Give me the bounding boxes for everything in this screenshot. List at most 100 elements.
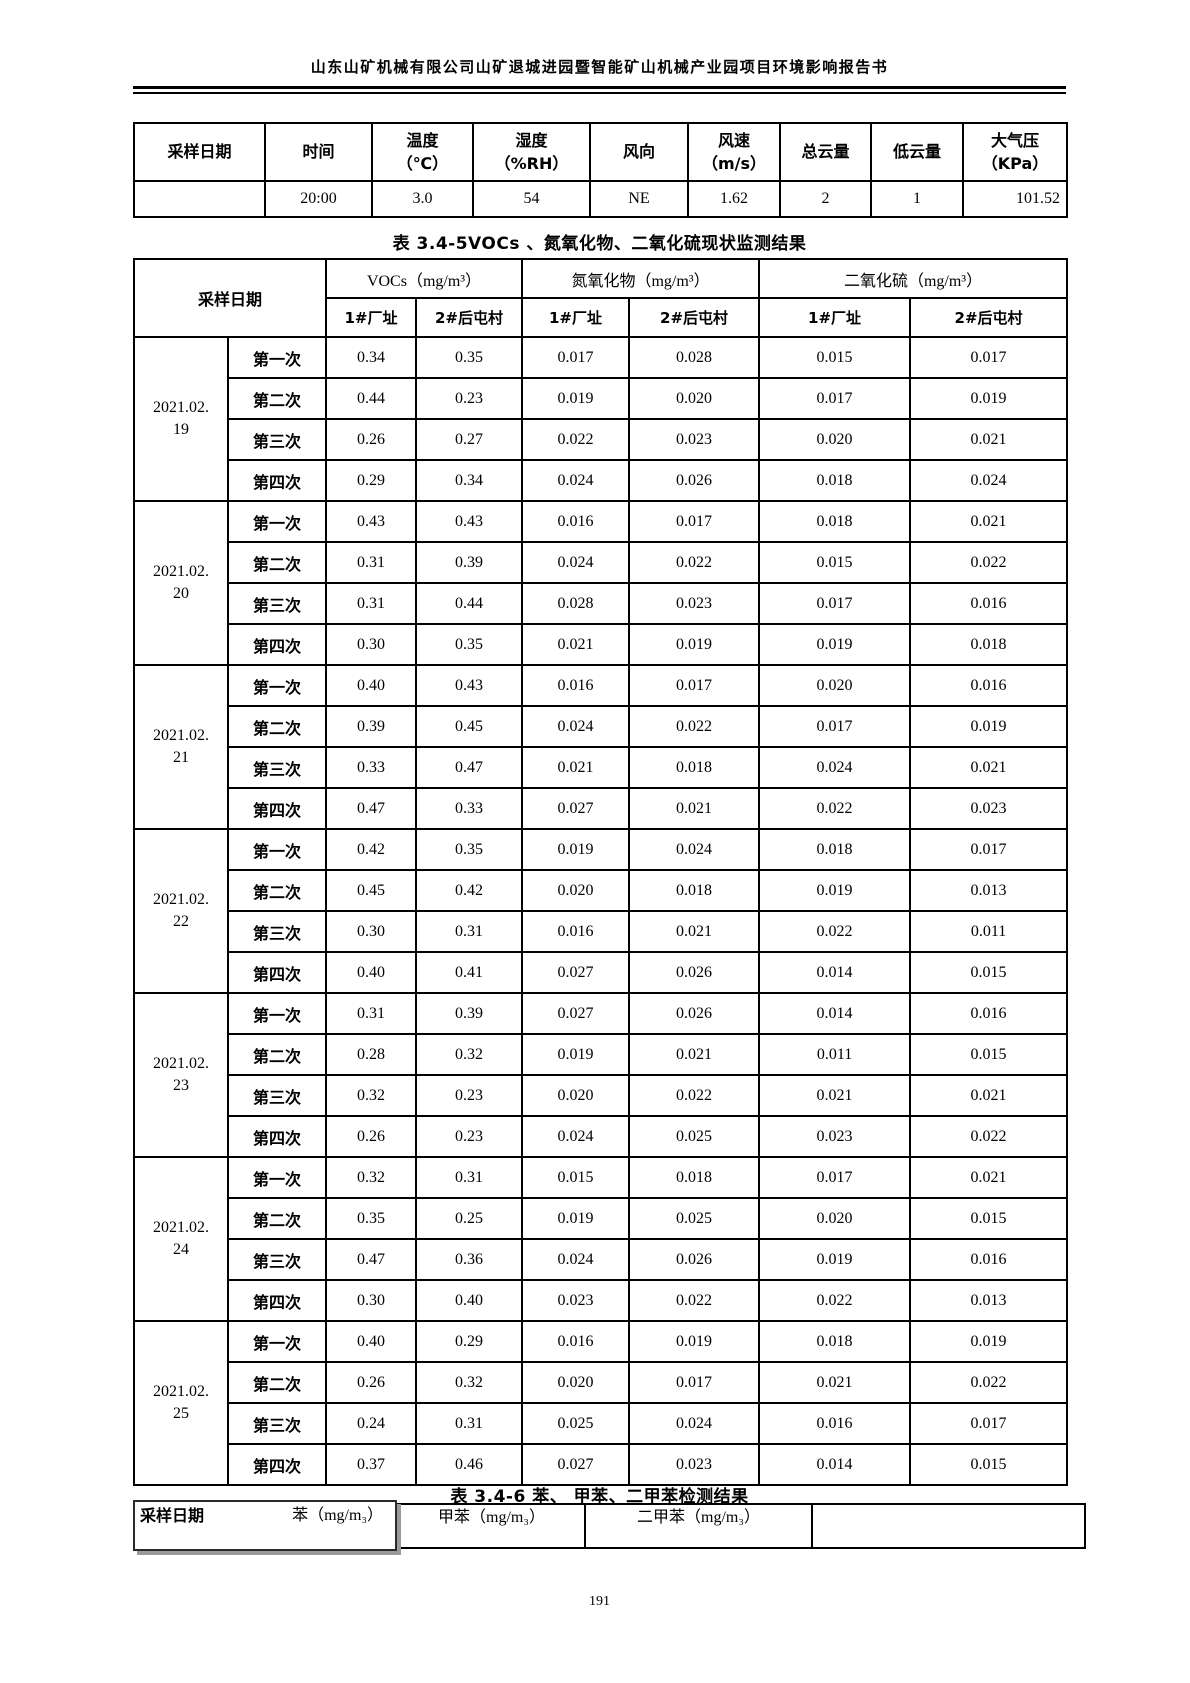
measurement-cell: 0.44: [415, 582, 524, 625]
measurement-cell: 0.017: [758, 1156, 912, 1199]
measurement-cell: 0.024: [758, 746, 912, 789]
voc-table-row: 第二次 0.31 0.39 0.024 0.022 0.015 0.022: [134, 541, 1069, 584]
measurement-cell: 0.40: [325, 1320, 418, 1363]
measurement-cell: 0.021: [758, 1361, 912, 1404]
weather-value-cell: 54: [472, 180, 591, 218]
measurement-cell: 0.31: [325, 541, 418, 584]
measurement-cell: 0.014: [758, 951, 912, 994]
measurement-cell: 0.022: [758, 910, 912, 953]
sample-date-cell: 2021.02. 19: [133, 336, 229, 502]
measurement-cell: 0.017: [909, 828, 1069, 871]
measurement-cell: 0.022: [628, 1074, 761, 1117]
measurement-cell: 0.40: [325, 664, 418, 707]
measurement-cell: 0.016: [909, 664, 1069, 707]
measurement-cell: 0.024: [628, 828, 761, 871]
voc-table-row: 第四次 0.40 0.41 0.027 0.026 0.014 0.015: [134, 951, 1069, 994]
measurement-cell: 0.024: [521, 1238, 631, 1281]
measurement-cell: 0.024: [909, 459, 1069, 502]
measurement-cell: 0.37: [325, 1443, 418, 1486]
measurement-cell: 0.33: [415, 787, 524, 830]
measurement-cell: 0.027: [521, 992, 631, 1035]
site-header: 2#后屯村: [628, 297, 761, 338]
voc-table-row: 第四次 0.30 0.40 0.023 0.022 0.022 0.013: [134, 1279, 1069, 1322]
measurement-cell: 0.016: [909, 1238, 1069, 1281]
run-label-cell: 第一次: [226, 664, 328, 707]
voc-table-row: 第三次 0.47 0.36 0.024 0.026 0.019 0.016: [134, 1238, 1069, 1281]
measurement-cell: 0.42: [325, 828, 418, 871]
measurement-cell: 0.35: [325, 1197, 418, 1240]
measurement-cell: 0.29: [415, 1320, 524, 1363]
measurement-cell: 0.34: [325, 336, 418, 379]
measurement-cell: 0.027: [521, 1443, 631, 1486]
sample-date-cell: 2021.02. 20: [133, 500, 229, 666]
run-label-cell: 第二次: [226, 1197, 328, 1240]
measurement-cell: 0.014: [758, 992, 912, 1035]
measurement-cell: 0.30: [325, 623, 418, 666]
measurement-cell: 0.28: [325, 1033, 418, 1076]
run-label-cell: 第一次: [226, 992, 328, 1035]
measurement-cell: 0.32: [415, 1361, 524, 1404]
measurement-cell: 0.31: [415, 1402, 524, 1445]
header-divider-rule: [133, 86, 1066, 94]
measurement-cell: 0.45: [325, 869, 418, 912]
measurement-cell: 0.021: [909, 1074, 1069, 1117]
measurement-cell: 0.016: [521, 500, 631, 543]
measurement-cell: 0.020: [758, 1197, 912, 1240]
measurement-cell: 0.023: [909, 787, 1069, 830]
measurement-cell: 0.016: [909, 582, 1069, 625]
run-label-cell: 第二次: [226, 869, 328, 912]
measurement-cell: 0.022: [909, 1115, 1069, 1158]
btx-column-divider: [584, 1505, 586, 1547]
voc-table-row: 第二次 0.39 0.45 0.024 0.022 0.017 0.019: [134, 705, 1069, 748]
measurement-cell: 0.31: [325, 992, 418, 1035]
so2-group-header: 二氧化硫（mg/m³）: [758, 258, 1069, 299]
measurement-cell: 0.019: [758, 869, 912, 912]
sample-date-cell: 2021.02. 22: [133, 828, 229, 994]
measurement-cell: 0.011: [909, 910, 1069, 953]
measurement-cell: 0.018: [758, 828, 912, 871]
toluene-column-header: 甲苯（mg/m₃）: [438, 1509, 545, 1526]
measurement-cell: 0.028: [628, 336, 761, 379]
measurement-cell: 0.29: [325, 459, 418, 502]
voc-table-row: 2021.02. 25 第一次 0.40 0.29 0.016 0.019 0.018 0.0…: [133, 1320, 1069, 1486]
measurement-cell: 0.019: [909, 377, 1069, 420]
btx-table-section: 表 3.4-6 苯、 甲苯、二甲苯检测结果 甲苯（mg/m₃） 二甲苯（mg/m…: [133, 1480, 1086, 1560]
measurement-cell: 0.015: [521, 1156, 631, 1199]
measurement-cell: 0.021: [909, 1156, 1069, 1199]
weather-col-header: 温度 （℃）: [371, 122, 474, 182]
sample-date-cell: 2021.02. 23: [133, 992, 229, 1158]
measurement-cell: 0.017: [909, 1402, 1069, 1445]
measurement-cell: 0.017: [909, 336, 1069, 379]
run-label-cell: 第四次: [226, 951, 328, 994]
voc-table-row: 2021.02. 21 第一次 0.40 0.43 0.016 0.017 0.020 0.0…: [133, 664, 1069, 830]
measurement-cell: 0.016: [909, 992, 1069, 1035]
measurement-cell: 0.019: [521, 828, 631, 871]
measurement-cell: 0.018: [758, 1320, 912, 1363]
measurement-cell: 0.022: [628, 705, 761, 748]
weather-data-row: 20:00 3.0 54 NE 1.62 2 1 101.52: [133, 180, 1068, 218]
weather-col-header: 风速 （m/s）: [687, 122, 781, 182]
measurement-cell: 0.019: [521, 1033, 631, 1076]
run-label-cell: 第二次: [226, 541, 328, 584]
voc-table-row: 第二次 0.35 0.25 0.019 0.025 0.020 0.015: [134, 1197, 1069, 1240]
run-label-cell: 第三次: [226, 910, 328, 953]
measurement-cell: 0.23: [415, 1074, 524, 1117]
weather-col-header: 大气压 （KPa）: [962, 122, 1068, 182]
measurement-cell: 0.41: [415, 951, 524, 994]
measurement-cell: 0.020: [628, 377, 761, 420]
btx-table-title: 表 3.4-6 苯、 甲苯、二甲苯检测结果: [450, 1487, 749, 1507]
measurement-cell: 0.23: [415, 1115, 524, 1158]
run-label-cell: 第三次: [226, 1402, 328, 1445]
run-label-cell: 第三次: [226, 1074, 328, 1117]
measurement-cell: 0.016: [521, 664, 631, 707]
measurement-cell: 0.31: [415, 910, 524, 953]
weather-col-header: 时间: [264, 122, 373, 182]
measurement-cell: 0.30: [325, 1279, 418, 1322]
run-label-cell: 第二次: [226, 705, 328, 748]
measurement-cell: 0.47: [415, 746, 524, 789]
measurement-cell: 0.26: [325, 418, 418, 461]
measurement-cell: 0.011: [758, 1033, 912, 1076]
measurement-cell: 0.021: [909, 746, 1069, 789]
measurement-cell: 0.019: [909, 1320, 1069, 1363]
measurement-cell: 0.021: [628, 787, 761, 830]
